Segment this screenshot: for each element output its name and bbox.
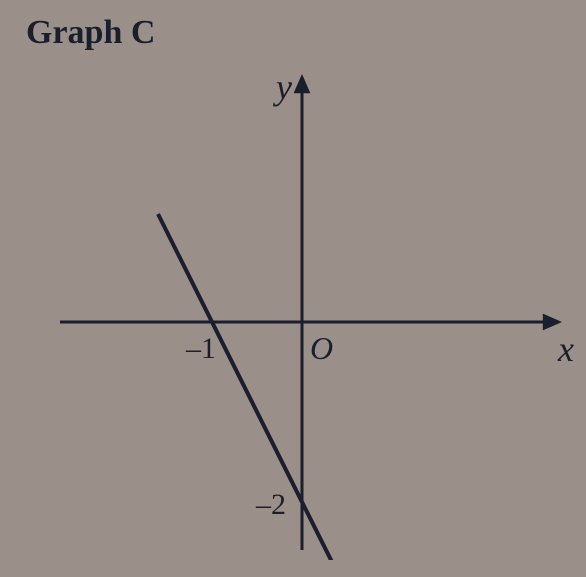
x-tick-label: –1 — [186, 332, 216, 366]
y-axis-label: y — [276, 66, 292, 108]
y-axis-arrow — [294, 74, 311, 93]
plot-line — [158, 214, 347, 560]
title-prefix: Graph — [26, 14, 131, 51]
x-axis-label: x — [558, 328, 574, 370]
origin-label: O — [310, 330, 333, 367]
title-letter: C — [131, 14, 156, 51]
graph-container: Graph C y x O –1 –2 — [0, 0, 586, 577]
graph-title: Graph C — [26, 14, 155, 52]
graph-svg — [30, 60, 566, 560]
y-tick-label: –2 — [256, 488, 286, 522]
